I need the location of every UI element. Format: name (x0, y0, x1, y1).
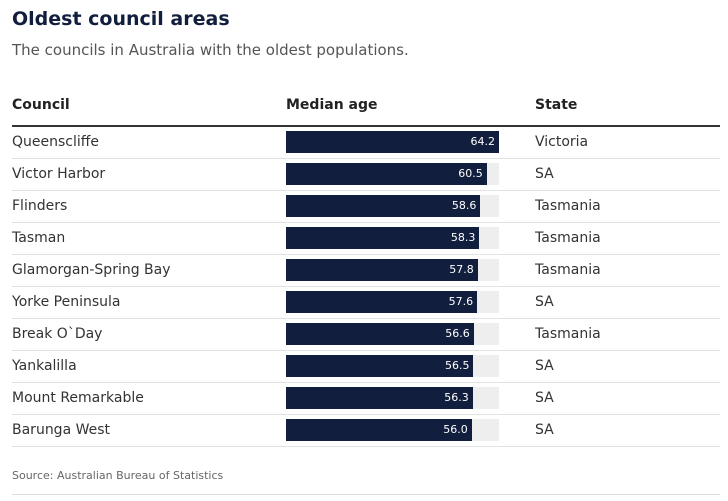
table-row: Glamorgan-Spring Bay 57.8 Tasmania (0, 255, 728, 287)
bar-track: 60.5 (286, 163, 499, 185)
median-age-bar: 64.2 (286, 131, 499, 153)
chart-title: Oldest council areas (12, 8, 230, 30)
median-age-bar: 60.5 (286, 163, 487, 185)
table-row: Barunga West 56.0 SA (0, 415, 728, 447)
header-median-age: Median age (286, 97, 378, 113)
council-name: Break O`Day (12, 326, 103, 342)
bar-value-label: 57.8 (449, 263, 474, 276)
median-age-bar: 56.5 (286, 355, 474, 377)
table-row: Mount Remarkable 56.3 SA (0, 383, 728, 415)
state-name: Tasmania (535, 326, 601, 342)
median-age-bar: 58.6 (286, 195, 481, 217)
council-name: Flinders (12, 198, 68, 214)
bar-value-label: 57.6 (448, 295, 474, 308)
bar-value-label: 56.5 (444, 359, 470, 372)
bar-track: 56.3 (286, 387, 499, 409)
source-note: Source: Australian Bureau of Statistics (12, 469, 224, 482)
state-name: Tasmania (535, 262, 601, 278)
bar-track: 58.3 (286, 227, 499, 249)
bar-value-label: 64.2 (470, 135, 496, 148)
bar-value-label: 58.3 (450, 231, 476, 244)
median-age-bar: 56.3 (286, 387, 473, 409)
footer-divider (12, 494, 720, 495)
council-name: Tasman (12, 230, 66, 246)
bar-value-label: 56.0 (443, 423, 468, 436)
bar-track: 57.6 (286, 291, 499, 313)
council-name: Yorke Peninsula (12, 294, 121, 310)
state-name: Tasmania (535, 198, 601, 214)
state-name: SA (535, 358, 554, 374)
state-name: SA (535, 294, 554, 310)
council-name: Glamorgan-Spring Bay (12, 262, 171, 278)
median-age-bar: 56.0 (286, 419, 472, 441)
chart-rows: Queenscliffe 64.2 Victoria Victor Harbor 60.… (0, 127, 728, 447)
bar-value-label: 56.3 (444, 391, 469, 404)
state-name: Tasmania (535, 230, 601, 246)
council-name: Queenscliffe (12, 134, 100, 150)
header-divider (12, 125, 720, 127)
council-name: Victor Harbor (12, 166, 106, 182)
bar-value-label: 60.5 (458, 167, 483, 180)
bar-track: 56.6 (286, 323, 499, 345)
bar-track: 56.5 (286, 355, 499, 377)
council-name: Mount Remarkable (12, 390, 144, 406)
header-council: Council (12, 97, 70, 113)
header-state: State (535, 97, 578, 113)
bar-track: 64.2 (286, 131, 499, 153)
table-row: Tasman 58.3 Tasmania (0, 223, 728, 255)
state-name: SA (535, 166, 554, 182)
median-age-bar: 56.6 (286, 323, 474, 345)
bar-track: 58.6 (286, 195, 499, 217)
bar-track: 57.8 (286, 259, 499, 281)
table-row: Flinders 58.6 Tasmania (0, 191, 728, 223)
state-name: Victoria (535, 134, 589, 150)
table-row: Yankalilla 56.5 SA (0, 351, 728, 383)
bar-value-label: 56.6 (445, 327, 470, 340)
council-name: Yankalilla (12, 358, 77, 374)
table-header: Council Median age State (0, 97, 728, 125)
chart-subtitle: The councils in Australia with the oldes… (12, 41, 409, 59)
median-age-bar: 57.6 (286, 291, 478, 313)
median-age-bar: 57.8 (286, 259, 478, 281)
bar-value-label: 58.6 (451, 199, 477, 212)
council-name: Barunga West (12, 422, 111, 438)
table-row: Break O`Day 56.6 Tasmania (0, 319, 728, 351)
table-row: Victor Harbor 60.5 SA (0, 159, 728, 191)
state-name: SA (535, 390, 554, 406)
table-row: Queenscliffe 64.2 Victoria (0, 127, 728, 159)
state-name: SA (535, 422, 554, 438)
bar-track: 56.0 (286, 419, 499, 441)
median-age-bar: 58.3 (286, 227, 480, 249)
table-row: Yorke Peninsula 57.6 SA (0, 287, 728, 319)
